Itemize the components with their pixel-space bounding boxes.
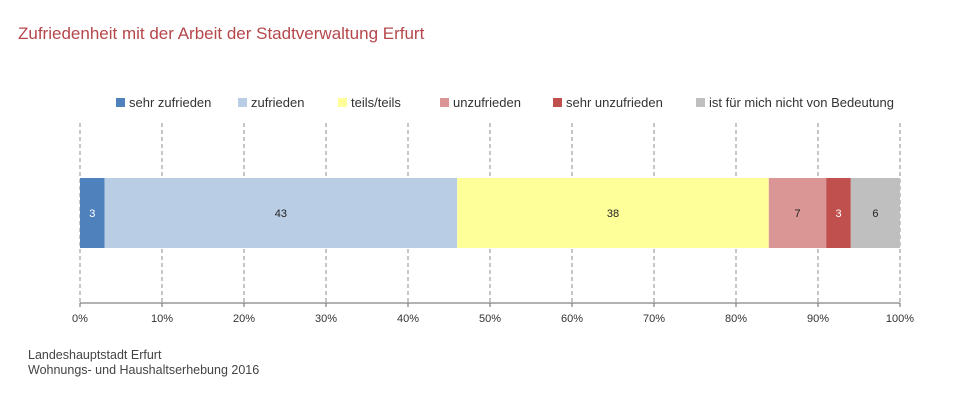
legend-item: sehr unzufrieden — [553, 95, 663, 110]
bar-segment — [80, 178, 105, 248]
data-label: 38 — [607, 208, 619, 220]
x-tick-label: 20% — [233, 313, 255, 325]
bar-segment — [104, 178, 458, 248]
data-label: 7 — [794, 208, 800, 220]
legend-swatch — [338, 98, 347, 107]
legend-label: ist für mich nicht von Bedeutung — [709, 95, 894, 110]
legend-item: sehr zufrieden — [116, 95, 211, 110]
source-note: Landeshauptstadt Erfurt Wohnungs- und Ha… — [28, 348, 259, 378]
source-line-1: Landeshauptstadt Erfurt — [28, 348, 162, 362]
data-label: 3 — [835, 208, 841, 220]
x-tick-label: 70% — [643, 313, 665, 325]
legend-label: zufrieden — [251, 95, 305, 110]
legend-item: zufrieden — [238, 95, 304, 110]
legend-label: unzufrieden — [453, 95, 521, 110]
legend-swatch — [440, 98, 449, 107]
x-tick-label: 60% — [561, 313, 583, 325]
x-tick-label: 100% — [886, 313, 914, 325]
bar-segment — [850, 178, 900, 248]
x-tick-label: 0% — [72, 313, 88, 325]
bar-segment — [768, 178, 827, 248]
legend-swatch — [696, 98, 705, 107]
legend-label: teils/teils — [351, 95, 401, 110]
data-label: 43 — [275, 208, 287, 220]
x-tick-label: 80% — [725, 313, 747, 325]
legend-swatch — [238, 98, 247, 107]
x-tick-label: 40% — [397, 313, 419, 325]
data-label: 3 — [89, 208, 95, 220]
data-label: 6 — [872, 208, 878, 220]
chart-title: Zufriedenheit mit der Arbeit der Stadtve… — [18, 24, 425, 43]
x-tick-label: 10% — [151, 313, 173, 325]
legend-swatch — [553, 98, 562, 107]
x-tick-label: 90% — [807, 313, 829, 325]
bar-segment — [457, 178, 769, 248]
legend-label: sehr unzufrieden — [566, 95, 663, 110]
legend-label: sehr zufrieden — [129, 95, 212, 110]
x-tick-label: 50% — [479, 313, 501, 325]
legend: sehr zufrieden zufrieden teils/teils unzufr… — [0, 95, 960, 115]
legend-swatch — [116, 98, 125, 107]
bar-segment — [826, 178, 851, 248]
legend-item: teils/teils — [338, 95, 401, 110]
legend-item: unzufrieden — [440, 95, 521, 110]
x-tick-label: 30% — [315, 313, 337, 325]
legend-item: ist für mich nicht von Bedeutung — [696, 95, 894, 110]
source-line-2: Wohnungs- und Haushaltserhebung 2016 — [28, 363, 260, 377]
